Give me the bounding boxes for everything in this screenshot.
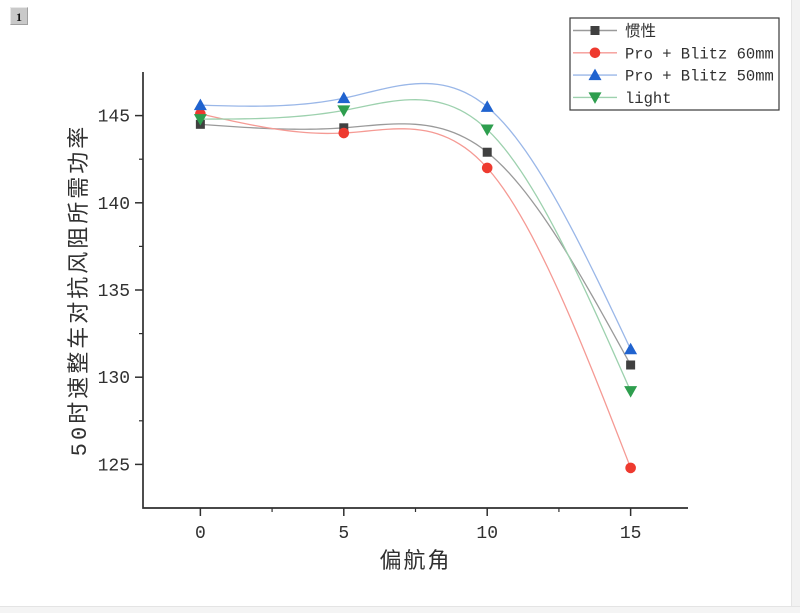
legend-box[interactable] [569, 17, 780, 111]
series-2-marker [480, 100, 494, 112]
y-tick-label: 140 [98, 195, 130, 215]
legend-label: 惯性 [625, 22, 656, 41]
horizontal-scrollbar[interactable] [0, 606, 800, 613]
series-2-marker [337, 91, 351, 104]
series-3-marker [337, 105, 351, 117]
series-0-marker [626, 360, 636, 370]
y-axis-title: 50时速整车对抗风阻所需功率 [67, 124, 93, 456]
axes-frame [142, 72, 688, 509]
series-3-marker [480, 124, 494, 137]
series-line-3 [200, 99, 632, 392]
legend-label: Pro + Blitz 50mm [625, 68, 774, 86]
legend-label: light [625, 90, 672, 108]
legend-swatch-marker [588, 92, 602, 104]
series-1-marker [481, 162, 493, 174]
series-2-marker [193, 98, 207, 111]
x-tick-label: 10 [476, 524, 498, 544]
series-3-marker [624, 386, 638, 398]
series-line-0 [200, 123, 632, 366]
series-0-marker [482, 147, 492, 157]
series-1-marker [625, 462, 636, 474]
x-tick-label: 0 [195, 524, 206, 544]
series-line-2 [200, 82, 632, 350]
y-tick-label: 135 [98, 282, 130, 302]
series-2-marker [624, 342, 638, 355]
x-axis-title: 偏航角 [379, 549, 451, 575]
legend-swatch-marker [588, 68, 602, 81]
x-tick-label: 5 [338, 524, 349, 544]
legend-label: Pro + Blitz 60mm [625, 45, 774, 63]
series-line-1 [200, 113, 632, 469]
series-1-marker [338, 127, 350, 139]
x-tick-label: 15 [620, 524, 642, 544]
y-tick-label: 125 [98, 456, 130, 476]
y-tick-label: 130 [98, 369, 130, 389]
y-tick-label: 145 [98, 108, 130, 128]
layer-button[interactable]: 1 [10, 7, 28, 25]
legend-swatch-marker [589, 47, 601, 59]
legend-swatch-marker [590, 26, 600, 35]
vertical-scrollbar[interactable] [791, 0, 800, 613]
series-3-marker [193, 114, 207, 126]
